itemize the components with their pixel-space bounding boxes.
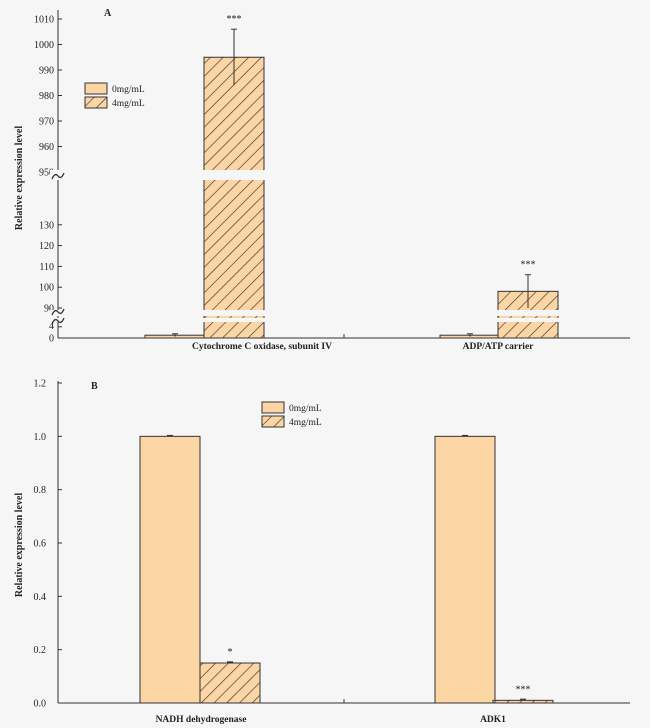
legend-swatch (261, 415, 285, 428)
x-category-label: NADH dehydrogenase (156, 715, 247, 725)
y-tick-label: 4 (49, 321, 54, 332)
y-tick-label: 100 (39, 283, 54, 294)
y-tick-label: 90 (44, 304, 54, 315)
axis-break-gap (50, 318, 620, 322)
y-tick-label: 1.2 (34, 379, 47, 390)
bar (492, 699, 554, 704)
significance-label: *** (521, 260, 536, 271)
y-tick-label: 1010 (34, 15, 54, 26)
axis-break-mark (51, 172, 65, 180)
bar (434, 435, 496, 704)
x-category-label: Cytochrome C oxidase, subunit IV (192, 342, 332, 352)
y-tick-label: 130 (39, 220, 54, 231)
axis-break-gap (50, 170, 620, 180)
significance-label: *** (516, 684, 531, 695)
legend-label: 4mg/mL (112, 99, 145, 109)
axis-break-gap (50, 310, 620, 316)
x-category-label: ADP/ATP carrier (463, 342, 535, 352)
y-tick-label: 990 (39, 66, 54, 77)
y-tick-label: 0.2 (34, 645, 47, 656)
y-tick-label: 0 (49, 334, 54, 345)
bar (139, 435, 201, 704)
y-axis-label: Relative expression level (14, 493, 25, 597)
y-tick-label: 0.6 (34, 539, 47, 550)
y-tick-label: 970 (39, 117, 54, 128)
legend-label: 0mg/mL (112, 85, 145, 95)
significance-label: * (228, 647, 233, 658)
y-tick-label: 960 (39, 142, 54, 153)
legend-swatch (261, 401, 285, 414)
axis-break-mark (51, 308, 65, 316)
x-category-label: ADK1 (480, 715, 506, 725)
chart-panel-b: 0.0 0.2 0.4 0.6 0.8 1.0 1.2 Relative expression… (14, 379, 630, 725)
panel-label: A (104, 8, 112, 19)
panel-label: B (91, 381, 98, 392)
legend-label: 0mg/mL (289, 404, 322, 414)
y-tick-label: 950 (39, 168, 54, 179)
axis-break-mark (51, 317, 65, 325)
y-tick-label: 110 (39, 262, 54, 273)
bar (203, 56, 265, 339)
y-tick-label: 0.0 (34, 699, 47, 710)
significance-label: *** (227, 14, 242, 25)
legend-label: 4mg/mL (289, 418, 322, 428)
y-tick-label: 1.0 (34, 432, 47, 443)
chart-panel-a: 0 4 90 100 110 120 130 950 960 970 980 990 1000 1010 R… (14, 8, 630, 352)
y-tick-label: 0.8 (34, 485, 47, 496)
y-tick-label: 1000 (34, 40, 54, 51)
bar (199, 662, 261, 704)
legend-swatch (84, 82, 108, 95)
y-tick-label: 980 (39, 91, 54, 102)
y-axis-label: Relative expression level (14, 126, 25, 230)
y-tick-label: 0.4 (34, 592, 47, 603)
legend-swatch (84, 96, 108, 109)
y-tick-label: 120 (39, 241, 54, 252)
